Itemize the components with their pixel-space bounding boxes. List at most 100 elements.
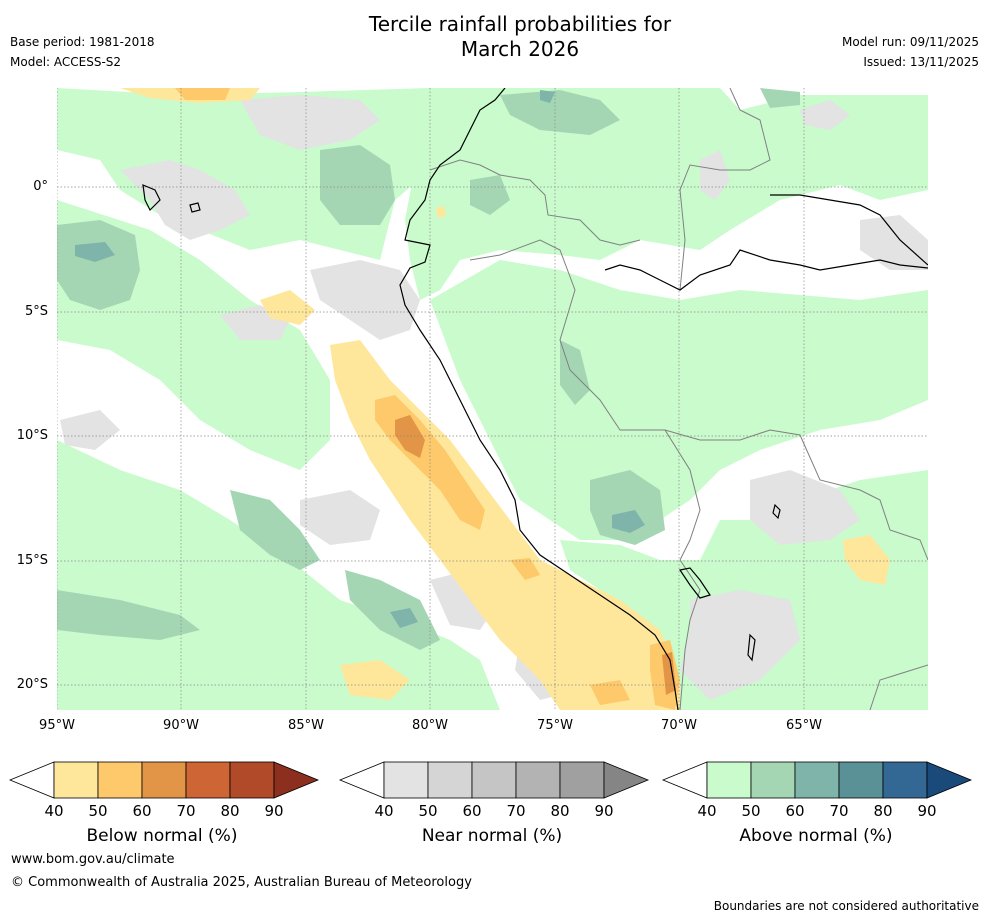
- legend-below-tick-70: 70: [176, 802, 196, 820]
- coast-galapagos-1: [142, 184, 161, 212]
- near-region-5: [300, 490, 380, 545]
- footer-url-link[interactable]: www.bom.gov.au/climate: [11, 852, 175, 867]
- above60-region-2: [612, 510, 645, 533]
- below-region-3: [843, 535, 890, 585]
- near-region-14: [60, 410, 120, 450]
- above-region-ocean-south: [57, 440, 500, 710]
- legend-near-swatch-60: [471, 761, 517, 799]
- lon-label-95w: 95°W: [39, 718, 75, 733]
- legend-above-tick-50: 50: [741, 802, 761, 820]
- legend-below-swatch-70: [185, 761, 231, 799]
- above-normal-60-70-regions: [75, 90, 645, 628]
- legend-near-swatch-50: [427, 761, 473, 799]
- legend-below-tick-80: 80: [220, 802, 240, 820]
- near-region-9: [750, 470, 860, 545]
- legend-below-swatch-50: [97, 761, 143, 799]
- legend-above-lower-extend: [661, 761, 708, 799]
- legend-above-tick-90: 90: [917, 802, 937, 820]
- graticule: [57, 88, 928, 710]
- legend-below-tick-50: 50: [88, 802, 108, 820]
- legend-title-near: Near normal (%): [421, 826, 563, 846]
- legend-below-tick-60: 60: [132, 802, 152, 820]
- above50-region-2: [320, 145, 395, 225]
- legend-above-swatch-70: [838, 761, 884, 799]
- above60-region-1: [75, 242, 115, 262]
- near-region-12: [800, 100, 850, 130]
- above50-region-9: [760, 88, 800, 108]
- legend-near-tick-90: 90: [594, 802, 614, 820]
- legend-near-tick-80: 80: [550, 802, 570, 820]
- legend-near-tick-50: 50: [418, 802, 438, 820]
- below-region-5: [436, 206, 446, 218]
- near-region-1: [120, 160, 250, 240]
- coast-lake-bolivia: [772, 503, 781, 520]
- lat-label-0: 0°: [33, 179, 48, 194]
- meta-left: Base period: 1981-2018 Model: ACCESS-S2: [10, 32, 155, 72]
- below50-region-5: [590, 680, 630, 705]
- legend-above-tick-70: 70: [829, 802, 849, 820]
- coast-lake-titicaca: [679, 567, 711, 599]
- issued-date: Issued: 13/11/2025: [863, 55, 979, 69]
- below50-region-4: [510, 558, 540, 580]
- above50-region-5: [57, 590, 200, 640]
- legend-below-tick-40: 40: [44, 802, 64, 820]
- footer-boundary-note: Boundaries are not considered authoritat…: [713, 899, 979, 913]
- below50-region-1: [175, 88, 230, 100]
- coast-pacific: [399, 88, 679, 710]
- near-region-11: [700, 150, 730, 200]
- near-region-10: [860, 215, 928, 270]
- border-bolivia: [664, 429, 928, 561]
- below-region-1: [260, 290, 315, 325]
- legend-above-tick-40: 40: [697, 802, 717, 820]
- above50-region-8: [560, 340, 590, 405]
- legend-near-swatch-40: [383, 761, 429, 799]
- legend-below-upper-extend: [273, 761, 320, 799]
- border-chile-bolivia: [679, 559, 701, 710]
- legend-near-swatch-80: [559, 761, 605, 799]
- lon-label-75w: 75°W: [537, 718, 573, 733]
- below60-region-1: [395, 415, 425, 458]
- legend-below-tick-90: 90: [264, 802, 284, 820]
- lat-label-10s: 10°S: [16, 428, 48, 443]
- meta-right: Model run: 09/11/2025 Issued: 13/11/2025: [842, 32, 979, 72]
- legend-below-swatch-40: [53, 761, 99, 799]
- coast-galapagos-2: [189, 202, 201, 213]
- lon-label-70w: 70°W: [661, 718, 697, 733]
- border-argentina-paraguay: [869, 664, 928, 710]
- legend-near-lower-extend: [338, 761, 385, 799]
- below-normal-60-70-regions: [395, 415, 676, 695]
- near-region-3: [310, 260, 420, 340]
- legend-below-lower-extend: [8, 761, 55, 799]
- model-run: Model run: 09/11/2025: [841, 35, 979, 49]
- legend-near-tick-60: 60: [462, 802, 482, 820]
- near-normal-regions: [60, 95, 928, 700]
- coast-amazon-north: [770, 194, 928, 266]
- lat-label-20s: 20°S: [16, 677, 48, 692]
- model-name: Model: ACCESS-S2: [10, 55, 122, 69]
- coastlines: [142, 88, 928, 710]
- legend-below-swatch-60: [141, 761, 187, 799]
- above50-region-3: [230, 490, 320, 570]
- above50-region-7: [590, 470, 665, 545]
- base-period: Base period: 1981-2018: [10, 35, 155, 49]
- border-peru-brazil: [469, 239, 701, 561]
- legend-near-tick-70: 70: [506, 802, 526, 820]
- legend-title-above: Above normal (%): [739, 826, 893, 846]
- legend-below-swatch-80: [229, 761, 275, 799]
- legend-colorbars: [8, 761, 973, 799]
- above-region-land-north: [405, 88, 928, 300]
- legend-above-tick-80: 80: [873, 802, 893, 820]
- border-colombia-ecuador: [429, 159, 641, 246]
- footer-copyright: © Commonwealth of Australia 2025, Austra…: [11, 875, 472, 890]
- coast-lake-south: [747, 633, 756, 662]
- border-colombia-venezuela: [679, 88, 771, 291]
- map-frame: [57, 88, 928, 710]
- above50-region-6: [500, 90, 620, 135]
- title-line-1: Tercile rainfall probabilities for: [368, 12, 672, 36]
- lon-label-90w: 90°W: [163, 718, 199, 733]
- legend-above-upper-extend: [926, 761, 973, 799]
- above50-region-4: [345, 570, 440, 650]
- legend-above-swatch-50: [750, 761, 796, 799]
- above50-region-10: [470, 175, 510, 215]
